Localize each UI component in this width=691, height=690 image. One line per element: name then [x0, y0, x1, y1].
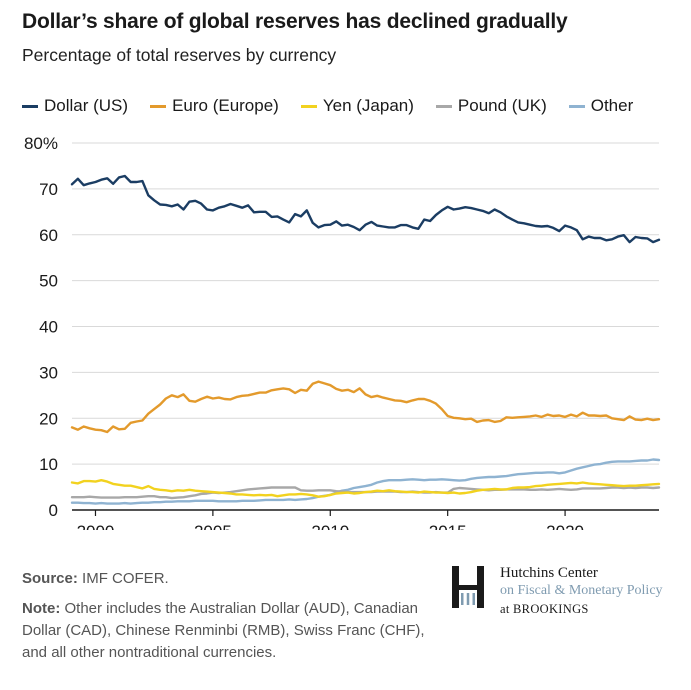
x-tick-label: 2010	[311, 522, 349, 530]
y-tick-label: 0	[49, 501, 58, 520]
logo-brand: BROOKINGS	[513, 602, 589, 616]
y-tick-label: 70	[39, 180, 58, 199]
hutchins-logo: Hutchins Center on Fiscal & Monetary Pol…	[452, 564, 682, 624]
legend-swatch	[435, 104, 452, 108]
chart-title: Dollar’s share of global reserves has de…	[22, 10, 568, 33]
legend-swatch	[150, 104, 167, 108]
x-tick-label: 2005	[194, 522, 232, 530]
legend-swatch	[568, 104, 585, 108]
y-tick-label: 40	[39, 318, 58, 337]
y-tick-label: 30	[39, 363, 58, 382]
legend-swatch	[22, 104, 38, 108]
x-tick-label: 2020	[546, 522, 584, 530]
y-tick-label: 80%	[24, 134, 58, 153]
series-line-yen-japan	[70, 479, 661, 498]
legend-label: Pound (UK)	[457, 96, 547, 115]
line-chart: 0 10 20 30 40 50 60 70 80% 2000 2005 2010 2015 2020	[24, 134, 661, 530]
y-tick-label: 20	[39, 409, 58, 428]
logo-text: Hutchins Center on Fiscal & Monetary Pol…	[500, 564, 663, 618]
legend-item: Yen (Japan)	[300, 96, 414, 116]
chart-subtitle: Percentage of total reserves by currency	[22, 45, 337, 65]
series-line-euro-europe	[70, 380, 661, 434]
y-tick-label: 50	[39, 272, 58, 291]
logo-line3-prefix: at	[500, 602, 514, 616]
chart-footer: Source: IMF COFER. Note: Other includes …	[22, 568, 442, 664]
series-line-dollar-us	[70, 174, 661, 244]
source-text: IMF COFER.	[82, 570, 169, 587]
x-tick-label: 2000	[77, 522, 115, 530]
y-tick-label: 10	[39, 455, 58, 474]
legend-item: Pound (UK)	[435, 96, 547, 116]
note-label: Note:	[22, 600, 61, 617]
source-label: Source:	[22, 570, 78, 587]
legend-label: Dollar (US)	[44, 96, 129, 115]
note-text: Other includes the Australian Dollar (AU…	[22, 600, 425, 661]
note-line: Note: Other includes the Australian Doll…	[22, 598, 442, 664]
logo-line3: at BROOKINGS	[500, 600, 663, 618]
chart-legend: Dollar (US) Euro (Europe) Yen (Japan) Pound…	[22, 96, 655, 116]
logo-line2: on Fiscal & Monetary Policy	[500, 583, 663, 598]
series-line-other	[70, 458, 661, 505]
x-tick-label: 2015	[429, 522, 467, 530]
legend-item: Other	[568, 96, 634, 116]
y-tick-label: 60	[39, 226, 58, 245]
legend-label: Euro (Europe)	[172, 96, 279, 115]
legend-label: Yen (Japan)	[322, 96, 414, 115]
source-line: Source: IMF COFER.	[22, 568, 442, 590]
legend-item: Euro (Europe)	[150, 96, 279, 116]
logo-line1: Hutchins Center	[500, 565, 598, 581]
hutchins-h-icon	[452, 566, 484, 608]
legend-label: Other	[590, 96, 634, 115]
legend-swatch	[300, 104, 317, 108]
legend-item: Dollar (US)	[22, 96, 128, 116]
